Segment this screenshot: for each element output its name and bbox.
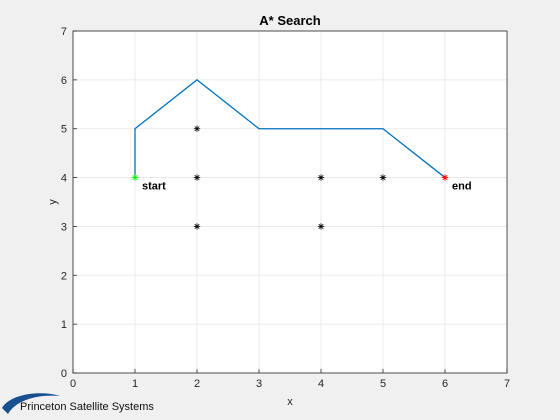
obstacle-marker <box>317 174 325 181</box>
obstacle-marker <box>193 223 201 230</box>
end-marker <box>441 174 449 181</box>
start-label: start <box>142 181 166 193</box>
x-tick-label: 3 <box>256 378 262 390</box>
logo-swoosh-icon <box>2 393 60 414</box>
path-layer <box>134 79 446 179</box>
y-tick-label: 3 <box>61 221 67 233</box>
obstacle-marker <box>193 174 201 181</box>
y-tick-label: 4 <box>61 173 67 185</box>
obstacle-marker <box>379 174 387 181</box>
axes-box <box>72 30 508 374</box>
x-axis-label: x <box>287 396 293 408</box>
logo-text: Princeton Satellite Systems <box>20 401 154 413</box>
x-tick-label: 0 <box>70 378 76 390</box>
x-tick-label: 4 <box>318 378 324 390</box>
path-line <box>134 79 446 179</box>
start-marker <box>131 174 139 181</box>
obstacle-marker <box>317 223 325 230</box>
plot-area <box>73 31 507 373</box>
y-tick-label: 5 <box>61 124 67 136</box>
endpoint-layer: start end <box>131 174 472 193</box>
y-tick-label: 6 <box>61 75 67 87</box>
x-tick-label: 1 <box>132 378 138 390</box>
y-tick-label: 0 <box>61 368 67 380</box>
obstacle-layer <box>193 125 387 230</box>
x-ticks: 0 1 2 3 4 5 6 7 <box>70 369 510 390</box>
princeton-logo-icon <box>2 393 60 414</box>
x-tick-label: 2 <box>194 378 200 390</box>
y-ticks: 0 1 2 3 4 5 6 7 <box>61 26 77 380</box>
y-tick-label: 1 <box>61 319 67 331</box>
x-tick-label: 5 <box>380 378 386 390</box>
y-axis-label: y <box>47 199 59 205</box>
x-tick-label: 7 <box>504 378 510 390</box>
x-tick-label: 6 <box>442 378 448 390</box>
y-tick-label: 2 <box>61 270 67 282</box>
obstacle-marker <box>193 125 201 132</box>
y-tick-label: 7 <box>61 26 67 38</box>
chart-title: A* Search <box>259 13 320 28</box>
end-label: end <box>452 181 472 193</box>
